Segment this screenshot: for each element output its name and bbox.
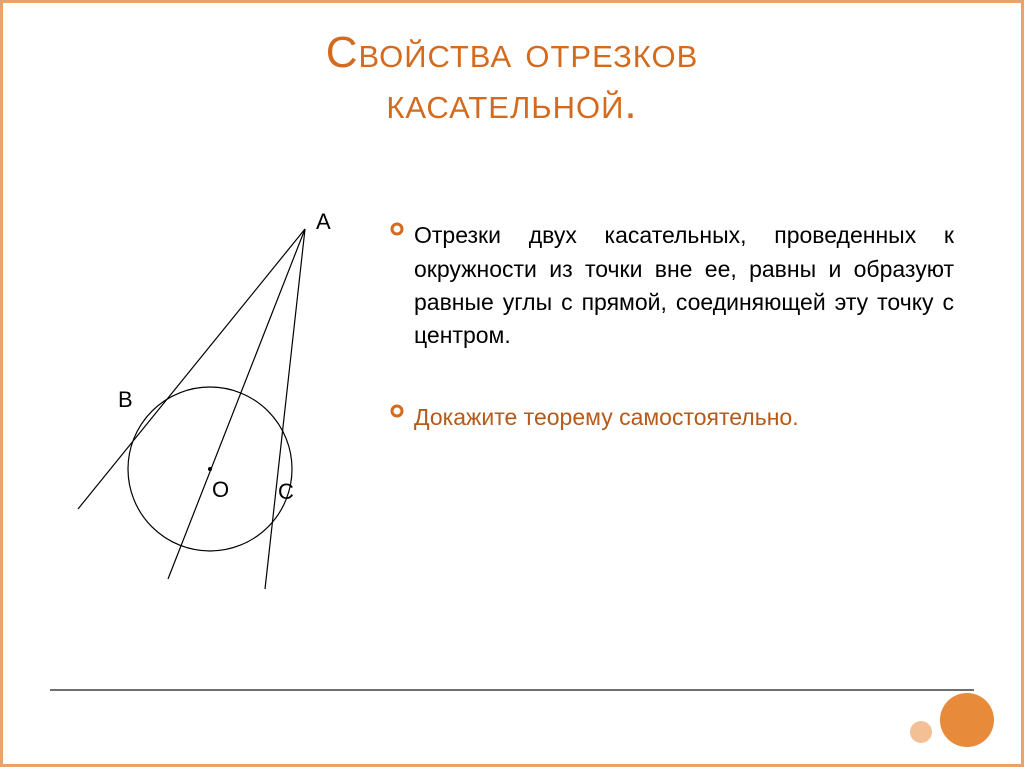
decor-circle-big bbox=[940, 693, 994, 747]
paragraph-1-text: Отрезки двух касательных, проведенных к … bbox=[414, 219, 954, 352]
decor-circle-small bbox=[910, 721, 932, 743]
point-label-o: O bbox=[212, 477, 229, 503]
title-line-1: Свойства отрезков bbox=[326, 28, 699, 77]
point-label-c: C bbox=[278, 479, 294, 505]
text-column: Отрезки двух касательных, проведенных к … bbox=[390, 209, 984, 482]
bottom-separator bbox=[50, 689, 974, 691]
bullet-icon bbox=[390, 219, 414, 352]
paragraph-2-text: Докажите теорему самостоятельно. bbox=[414, 401, 954, 434]
tangent-diagram bbox=[60, 189, 380, 609]
diagram-column: A B C O bbox=[40, 209, 390, 482]
paragraph-2: Докажите теорему самостоятельно. bbox=[390, 401, 954, 434]
slide-title: Свойства отрезков касательной. bbox=[0, 0, 1024, 129]
paragraph-1: Отрезки двух касательных, проведенных к … bbox=[390, 219, 954, 352]
point-label-b: B bbox=[118, 387, 133, 413]
content-row: A B C O Отрезки двух касательных, провед… bbox=[0, 209, 1024, 482]
bullet-icon bbox=[390, 401, 414, 434]
title-line-2: касательной. bbox=[386, 79, 637, 128]
point-label-a: A bbox=[316, 209, 331, 235]
